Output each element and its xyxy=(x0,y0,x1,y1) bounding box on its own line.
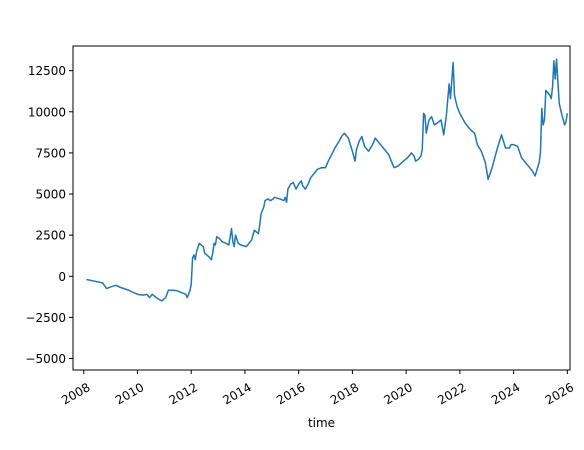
series-layer xyxy=(86,58,569,302)
x-tick-label: 2008 xyxy=(59,380,92,407)
y-tick-label: 5000 xyxy=(35,188,66,202)
x-axis-ticks: 2008 2010 2012 2014 2016 2018 2020 2022 2024 2026 xyxy=(59,370,576,407)
x-axis-label: time xyxy=(308,416,335,430)
x-tick-label: 2020 xyxy=(382,380,415,407)
y-tick-label: 2500 xyxy=(35,229,66,243)
x-tick-label: 2012 xyxy=(167,380,200,407)
y-tick-label: 7500 xyxy=(35,146,66,160)
y-axis-ticks: −5000 −2500 0 2500 5000 7500 10000 12500 xyxy=(25,64,73,366)
y-tick-label: −2500 xyxy=(25,311,66,325)
y-tick-label: 12500 xyxy=(28,64,66,78)
x-tick-label: 2014 xyxy=(220,380,253,407)
x-tick-label: 2010 xyxy=(113,380,146,407)
x-tick-label: 2022 xyxy=(435,380,468,407)
plot-frame xyxy=(72,45,571,371)
x-tick-label: 2018 xyxy=(328,380,361,407)
y-tick-label: −5000 xyxy=(25,352,66,366)
x-tick-label: 2024 xyxy=(489,380,522,407)
series-line-0 xyxy=(86,58,569,302)
x-tick-label: 2016 xyxy=(274,380,307,407)
y-tick-label: 10000 xyxy=(28,105,66,119)
plot-area xyxy=(73,46,570,370)
x-tick-label: 2026 xyxy=(543,380,576,407)
y-tick-label: 0 xyxy=(58,270,66,284)
